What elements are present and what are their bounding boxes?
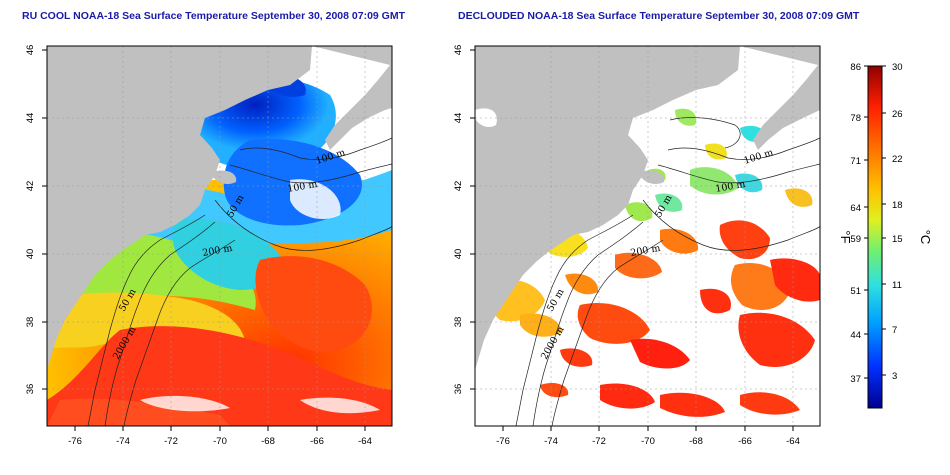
colorbar-fahrenheit-labels: 86 78 71 64 59 51 44 37 xyxy=(850,62,861,385)
celsius-tick-label: 7 xyxy=(892,325,897,336)
left-grid xyxy=(47,46,392,426)
right-lat-label: 38 xyxy=(453,317,464,328)
left-map-title: RU COOL NOAA-18 Sea Surface Temperature … xyxy=(22,10,406,22)
left-lon-label: -76 xyxy=(68,436,82,447)
celsius-unit-label: °C xyxy=(918,230,933,245)
right-lon-label: -66 xyxy=(738,436,752,447)
fahrenheit-tick-label: 64 xyxy=(850,203,861,214)
left-lon-label: -70 xyxy=(213,436,227,447)
fahrenheit-tick-label: 86 xyxy=(850,62,861,73)
left-lon-label: -72 xyxy=(164,436,178,447)
right-lat-labels: 36 38 40 42 44 46 xyxy=(453,45,464,395)
left-map-panel xyxy=(47,46,392,426)
right-map-panel xyxy=(475,46,820,426)
celsius-tick-label: 15 xyxy=(892,234,903,245)
right-lon-label: -68 xyxy=(689,436,703,447)
left-lon-label: -64 xyxy=(358,436,372,447)
fahrenheit-tick-label: 78 xyxy=(850,113,861,124)
left-land-mass xyxy=(47,46,312,370)
left-lon-label: -66 xyxy=(310,436,324,447)
fahrenheit-tick-label: 51 xyxy=(850,286,861,297)
right-lon-labels: -76 -74 -72 -70 -68 -66 -64 xyxy=(496,436,800,447)
fahrenheit-tick-label: 44 xyxy=(850,330,861,341)
right-sst-patches xyxy=(487,108,820,417)
left-lon-label: -68 xyxy=(261,436,275,447)
fahrenheit-tick-label: 71 xyxy=(850,156,861,167)
fahrenheit-unit-label: °F xyxy=(838,230,853,243)
right-grid xyxy=(475,46,820,426)
right-lat-label: 36 xyxy=(453,384,464,395)
right-lon-label: -72 xyxy=(592,436,606,447)
right-lat-label: 40 xyxy=(453,249,464,260)
left-bathymetry-contours xyxy=(87,137,392,426)
left-nova-scotia-coast xyxy=(340,108,392,158)
celsius-tick-label: 30 xyxy=(892,62,903,73)
left-lat-label: 36 xyxy=(25,384,36,395)
right-lat-label: 42 xyxy=(453,181,464,192)
right-contour-label-100m-b: 100 m xyxy=(715,179,747,195)
colorbar-ticks xyxy=(864,65,886,379)
left-lon-labels: -76 -74 -72 -70 -68 -66 -64 xyxy=(68,436,372,447)
right-lon-label: -64 xyxy=(786,436,800,447)
right-small-islands xyxy=(475,108,497,128)
color-scale: 86 78 71 64 59 51 44 37 30 26 22 18 15 1… xyxy=(838,62,933,409)
celsius-tick-label: 18 xyxy=(892,200,903,211)
celsius-tick-label: 3 xyxy=(892,371,897,382)
left-lat-label: 38 xyxy=(25,317,36,328)
right-lon-label: -76 xyxy=(496,436,510,447)
right-land-mass xyxy=(475,46,740,370)
fahrenheit-tick-label: 37 xyxy=(850,374,861,385)
left-lon-label: -74 xyxy=(116,436,130,447)
left-lat-label: 46 xyxy=(25,45,36,56)
right-lat-label: 44 xyxy=(453,113,464,124)
right-axis-ticks xyxy=(470,49,794,431)
left-contour-label-100m-b: 100 m xyxy=(287,179,319,195)
right-lon-label: -74 xyxy=(544,436,558,447)
celsius-tick-label: 22 xyxy=(892,154,903,165)
left-axis-ticks xyxy=(42,49,366,431)
left-cape-cod xyxy=(212,170,237,184)
right-cape-cod xyxy=(640,170,665,184)
right-bathymetry-contours xyxy=(515,117,820,426)
colorbar-celsius-labels: 30 26 22 18 15 11 7 3 xyxy=(892,62,903,382)
fahrenheit-tick-label: 59 xyxy=(850,234,861,245)
left-contour-label-200m: 200 m xyxy=(202,243,234,259)
right-lon-label: -70 xyxy=(641,436,655,447)
right-contour-label-200m: 200 m xyxy=(630,243,662,259)
right-nova-scotia xyxy=(740,46,820,150)
left-lat-label: 40 xyxy=(25,249,36,260)
celsius-tick-label: 26 xyxy=(892,109,903,120)
right-map-title: DECLOUDED NOAA-18 Sea Surface Temperatur… xyxy=(458,10,860,22)
celsius-tick-label: 11 xyxy=(892,280,902,291)
left-lat-label: 44 xyxy=(25,113,36,124)
left-lat-labels: 36 38 40 42 44 46 xyxy=(25,45,36,395)
right-lat-label: 46 xyxy=(453,45,464,56)
colorbar-gradient xyxy=(867,65,883,409)
left-lat-label: 42 xyxy=(25,181,36,192)
